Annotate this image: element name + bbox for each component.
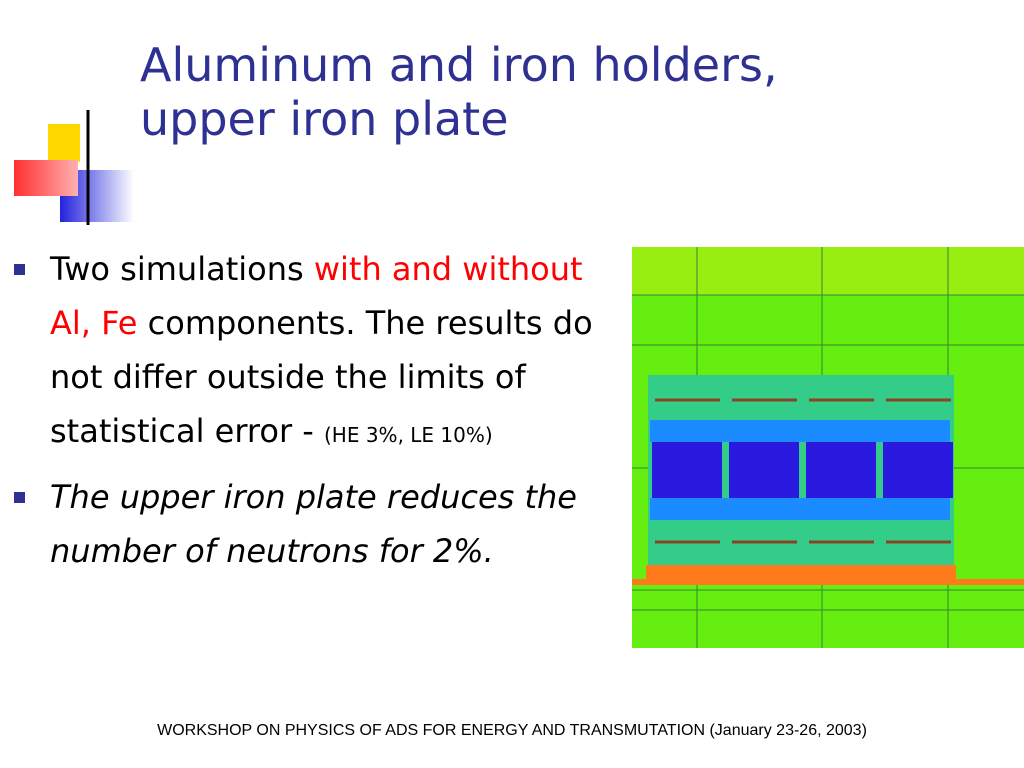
title-line: upper iron plate bbox=[140, 92, 509, 146]
bullet: Two simulations with and without Al, Fe … bbox=[14, 242, 620, 462]
bullet-list: Two simulations with and without Al, Fe … bbox=[14, 242, 620, 586]
simulation-image bbox=[632, 247, 1024, 648]
bullet: The upper iron plate reduces the number … bbox=[14, 470, 620, 578]
footer: WORKSHOP ON PHYSICS OF ADS FOR ENERGY AN… bbox=[157, 722, 867, 739]
bullet-text: The upper iron plate reduces the number … bbox=[50, 478, 577, 570]
bullet-text: with and without Al, Fe bbox=[50, 250, 583, 342]
bullet-text: Two simulations bbox=[50, 250, 314, 288]
bullet-text: (HE 3%, LE 10%) bbox=[324, 423, 493, 447]
title-line: Aluminum and iron holders, bbox=[140, 38, 778, 92]
bullet-text: components. The results do not differ ou… bbox=[50, 304, 593, 450]
slide-title: Aluminum and iron holders, upper iron pla… bbox=[140, 38, 778, 146]
decoration bbox=[14, 110, 1024, 225]
